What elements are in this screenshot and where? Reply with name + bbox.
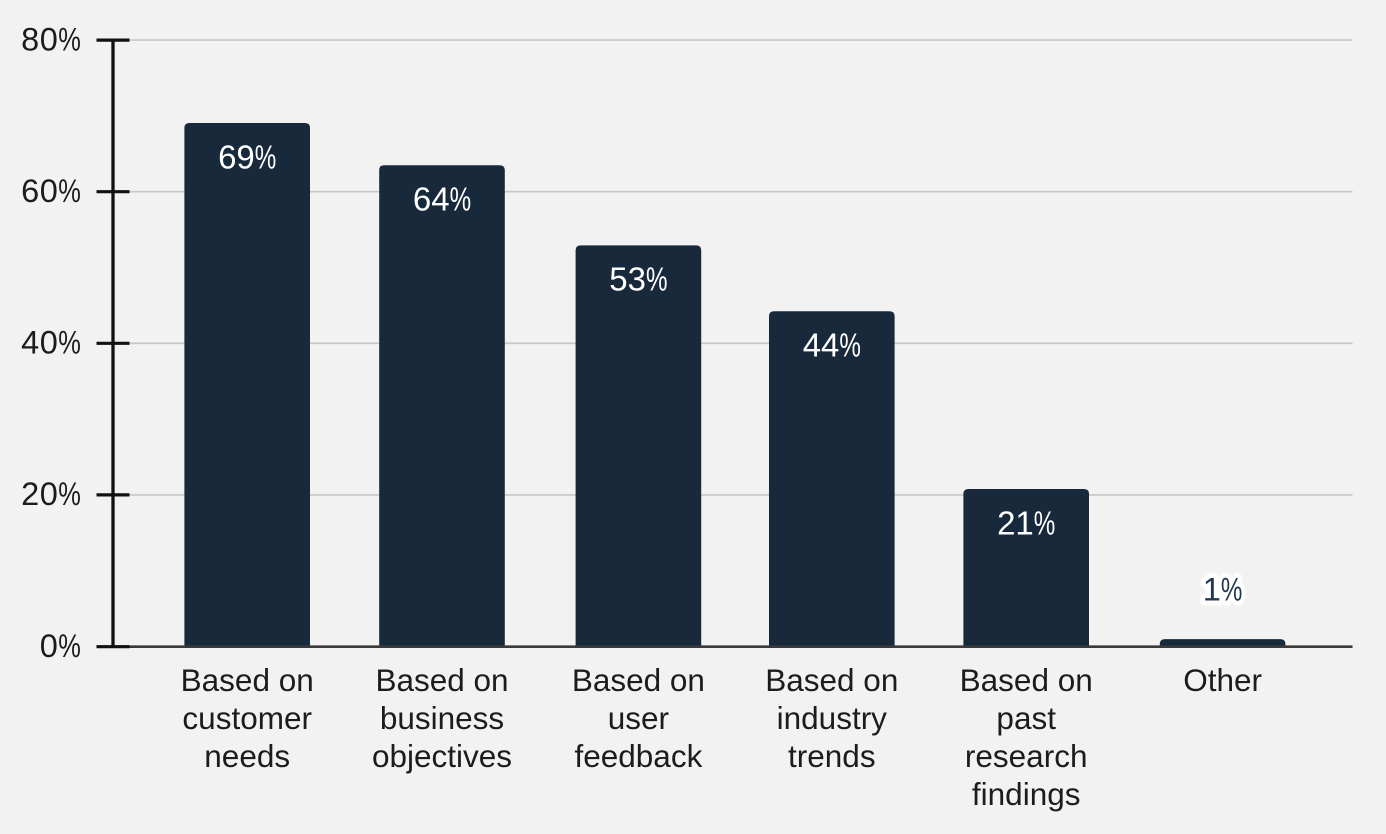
svg-text:1%: 1% xyxy=(1203,572,1243,608)
svg-text:business: business xyxy=(380,700,504,736)
svg-text:feedback: feedback xyxy=(574,738,702,774)
svg-text:40%: 40% xyxy=(21,325,81,361)
svg-text:80%: 80% xyxy=(21,21,81,57)
svg-text:0%: 0% xyxy=(40,628,82,664)
svg-text:69%: 69% xyxy=(218,138,276,175)
svg-text:industry: industry xyxy=(777,700,888,736)
svg-text:20%: 20% xyxy=(21,476,81,512)
svg-text:60%: 60% xyxy=(21,173,81,209)
svg-text:past: past xyxy=(996,700,1056,736)
svg-text:objectives: objectives xyxy=(372,738,512,774)
svg-text:21%: 21% xyxy=(997,504,1055,541)
svg-text:needs: needs xyxy=(204,738,290,774)
svg-text:findings: findings xyxy=(972,776,1081,812)
svg-text:Based on: Based on xyxy=(572,662,705,698)
svg-text:1%: 1% xyxy=(1203,572,1243,608)
svg-text:customer: customer xyxy=(182,700,312,736)
svg-text:Based on: Based on xyxy=(765,662,898,698)
svg-text:64%: 64% xyxy=(413,181,471,218)
svg-text:Based on: Based on xyxy=(181,662,314,698)
svg-text:research: research xyxy=(965,738,1088,774)
svg-text:trends: trends xyxy=(788,738,876,774)
svg-text:53%: 53% xyxy=(609,261,667,298)
svg-text:1%: 1% xyxy=(1203,572,1243,608)
svg-text:user: user xyxy=(608,700,669,736)
svg-text:Based on: Based on xyxy=(375,662,508,698)
svg-text:Based on: Based on xyxy=(960,662,1093,698)
svg-text:Other: Other xyxy=(1183,662,1262,698)
svg-text:44%: 44% xyxy=(803,327,861,364)
